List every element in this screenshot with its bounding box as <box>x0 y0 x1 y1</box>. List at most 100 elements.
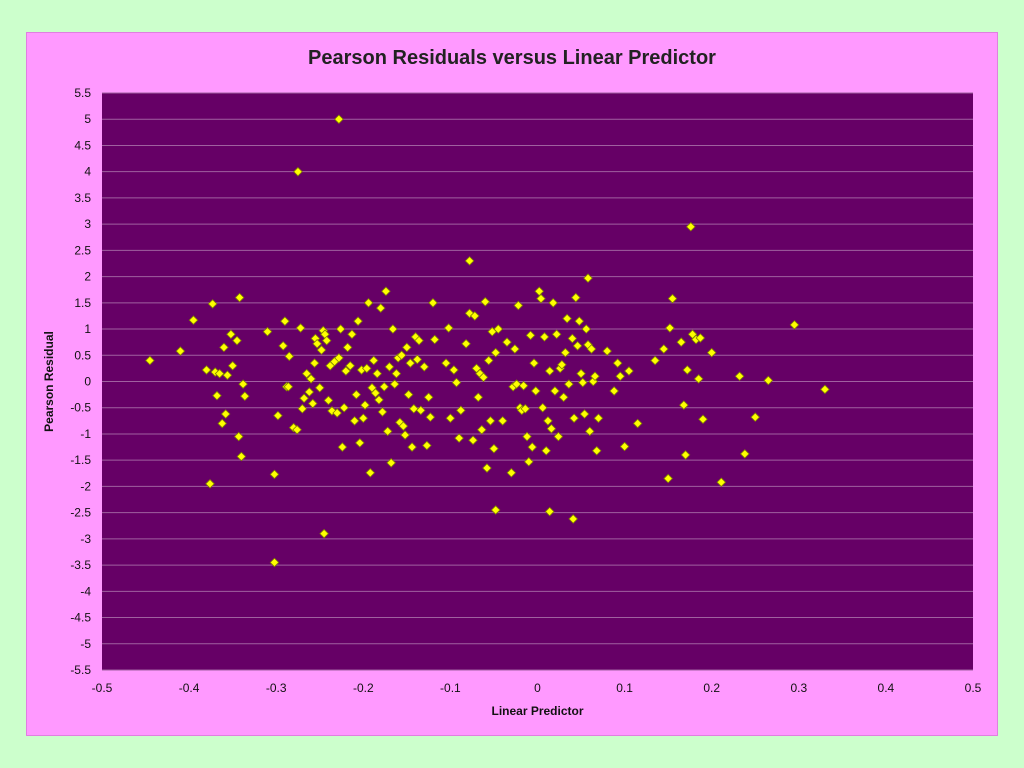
scatter-point <box>360 400 370 410</box>
scatter-point <box>363 298 374 308</box>
x-tick-label: -0.1 <box>440 681 461 695</box>
scatter-point <box>602 346 612 356</box>
scatter-point <box>510 344 520 354</box>
scatter-point <box>391 368 402 379</box>
scatter-point <box>490 347 501 358</box>
scatter-point <box>337 442 348 452</box>
scatter-point <box>299 393 309 404</box>
scatter-point <box>332 408 342 418</box>
scatter-point <box>400 430 410 440</box>
scatter-point <box>429 334 440 345</box>
scatter-point <box>293 166 303 177</box>
scatter-point <box>473 392 484 403</box>
scatter-point <box>353 316 363 326</box>
scatter-point <box>423 392 434 403</box>
y-tick-label: 0 <box>84 375 91 389</box>
scatter-point <box>295 323 306 333</box>
data-points <box>145 114 830 568</box>
scatter-point <box>574 316 585 326</box>
scatter-point <box>384 362 395 372</box>
y-tick-label: 4.5 <box>74 138 91 152</box>
scatter-point <box>269 469 280 480</box>
y-axis-title: Pearson Residual <box>42 331 56 432</box>
scatter-point <box>355 438 365 448</box>
scatter-point <box>238 379 248 389</box>
y-tick-label: -3.5 <box>70 558 91 572</box>
scatter-point <box>551 329 562 340</box>
scatter-point <box>240 391 250 401</box>
scatter-point <box>381 286 391 297</box>
scatter-point <box>297 404 308 414</box>
scatter-point <box>476 424 487 435</box>
scatter-point <box>428 298 438 308</box>
chart-title: Pearson Residuals versus Linear Predicto… <box>308 47 716 69</box>
scatter-point <box>558 392 569 403</box>
scatter-point <box>175 346 186 356</box>
scatter-point <box>314 383 325 393</box>
scatter-point <box>632 418 643 429</box>
scatter-point <box>524 456 534 467</box>
scatter-point <box>388 324 398 334</box>
scatter-point <box>233 431 244 442</box>
scatter-point <box>740 449 750 459</box>
scatter-point <box>534 286 545 297</box>
scatter-point <box>145 355 155 366</box>
gridlines <box>102 92 973 671</box>
scatter-point <box>557 359 567 370</box>
x-tick-label: -0.5 <box>92 681 113 695</box>
y-tick-label: -4 <box>80 584 91 598</box>
scatter-point <box>536 293 546 304</box>
scatter-point <box>693 374 704 384</box>
x-tick-label: 0.4 <box>878 681 895 695</box>
scatter-point <box>205 479 215 489</box>
scatter-point <box>544 506 555 517</box>
scatter-point <box>219 342 229 353</box>
scatter-point <box>584 426 595 437</box>
y-tick-label: 2 <box>84 270 91 284</box>
scatter-point <box>306 374 316 384</box>
scatter-point <box>624 366 634 376</box>
scatter-point <box>283 381 294 392</box>
y-tick-label: 2.5 <box>74 243 91 257</box>
scatter-point <box>312 338 322 349</box>
scatter-point <box>590 371 600 382</box>
scatter-point <box>619 441 630 452</box>
scatter-point <box>511 379 522 389</box>
scatter-point <box>553 431 564 442</box>
scatter-point <box>370 388 381 398</box>
scatter-point <box>422 440 432 451</box>
scatter-point <box>593 413 604 423</box>
scatter-point <box>416 405 426 416</box>
scatter-point <box>493 324 504 334</box>
y-tick-label: -1 <box>80 427 91 441</box>
y-tick-label: -0.5 <box>70 401 91 415</box>
scatter-point <box>665 323 675 333</box>
scatter-point <box>569 413 579 423</box>
scatter-point <box>347 329 357 340</box>
scatter-point <box>530 386 541 396</box>
x-tick-labels: -0.5 -0.4 -0.3 -0.2 -0.1 0 0.1 0.2 0.3 0.4 0.5 <box>92 681 982 695</box>
scatter-point <box>445 413 456 423</box>
scatter-point <box>379 381 389 392</box>
scatter-point <box>456 405 466 416</box>
scatter-point <box>402 342 412 353</box>
scatter-point <box>217 418 227 429</box>
scatter-point <box>576 368 586 379</box>
scatter-point <box>349 416 360 426</box>
scatter-point <box>386 458 396 468</box>
scatter-point <box>419 362 430 372</box>
y-tick-label: -4.5 <box>70 611 91 625</box>
scatter-point <box>425 412 436 422</box>
scatter-point <box>546 423 557 434</box>
y-tick-label: 1.5 <box>74 296 91 310</box>
scatter-point <box>292 424 302 435</box>
scatter-point <box>409 404 419 414</box>
scatter-point <box>583 273 593 283</box>
scatter-point <box>706 347 717 358</box>
scatter-point <box>398 421 409 431</box>
y-tick-label: 5.5 <box>74 86 91 100</box>
scatter-point <box>572 341 583 351</box>
scatter-point <box>403 389 414 400</box>
scatter-point <box>304 387 315 397</box>
scatter-point <box>441 358 451 368</box>
